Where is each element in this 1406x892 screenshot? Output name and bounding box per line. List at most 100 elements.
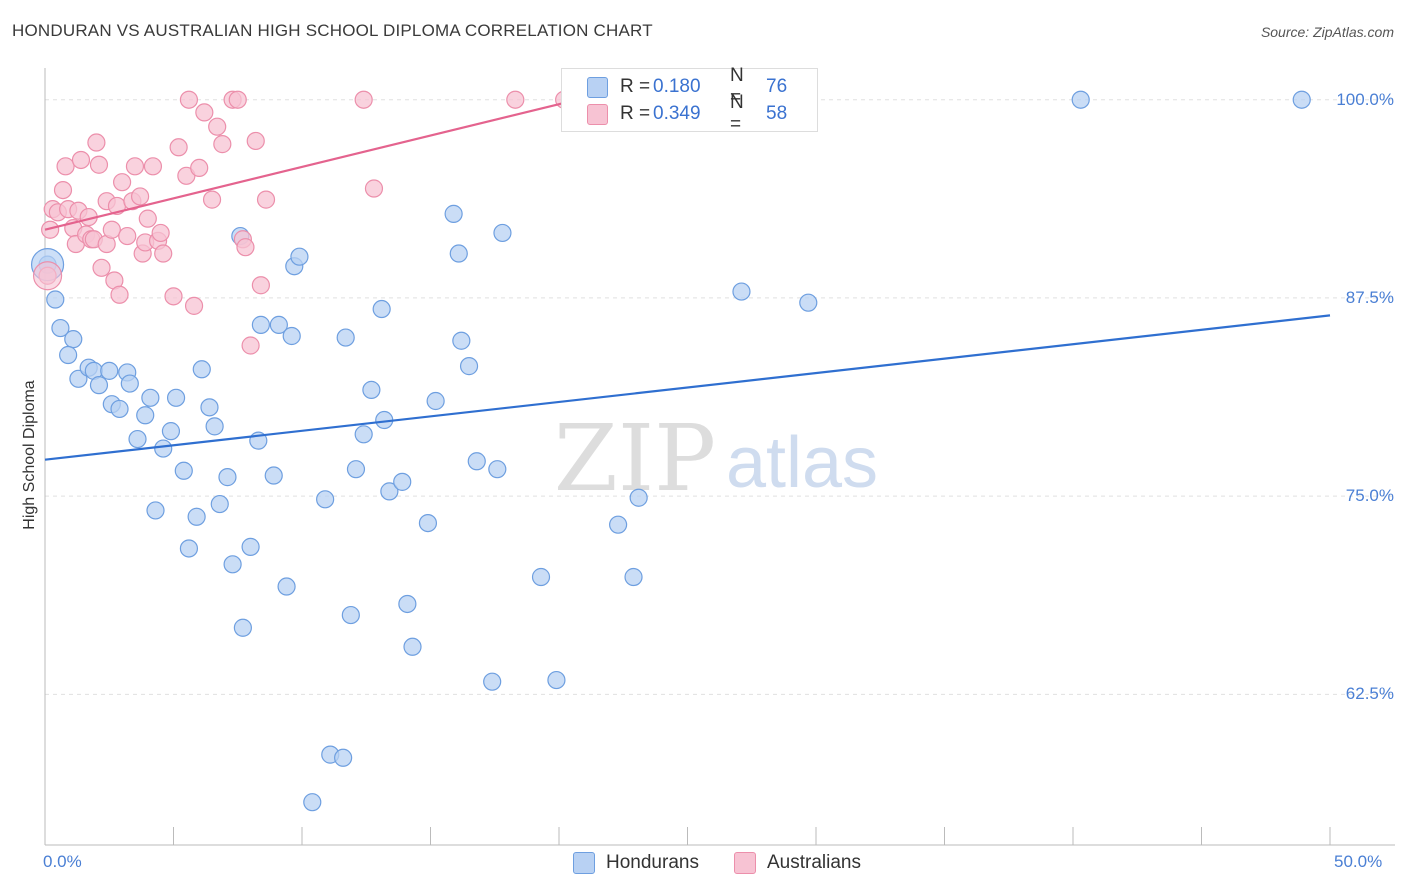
honduran-point	[46, 290, 65, 309]
honduran-point	[110, 399, 129, 419]
honduran-point	[316, 490, 335, 509]
y-tick-label: 75.0%	[1345, 486, 1394, 506]
honduran-point	[269, 315, 288, 334]
australian-point	[213, 135, 232, 154]
australian-trend-line	[44, 101, 565, 231]
australian-point	[151, 223, 170, 243]
honduran-point	[336, 328, 355, 347]
australian-point	[506, 90, 525, 109]
australian-point	[118, 226, 137, 246]
australian-point	[92, 258, 111, 277]
honduran-point	[89, 376, 109, 395]
australian-point	[208, 117, 227, 136]
australian-point-large	[32, 261, 63, 291]
honduran-point	[372, 299, 391, 319]
australian-point	[110, 285, 129, 304]
legend-r-value: 0.349	[653, 103, 701, 124]
watermark-atlas: atlas	[726, 423, 878, 503]
honduran-point	[398, 594, 417, 614]
legend-swatch-pink	[587, 104, 608, 125]
australian-point	[195, 103, 214, 122]
stats-legend: R = 0.180 N = 76 R = 0.349 N = 58	[561, 65, 818, 135]
honduran-point	[277, 577, 296, 596]
honduran-point	[241, 537, 260, 556]
x-tick-label-max: 50.0%	[1334, 852, 1383, 871]
legend-n-value: 76	[766, 76, 788, 97]
australian-point	[202, 190, 222, 209]
honduran-point	[251, 315, 270, 334]
honduran-point	[187, 507, 206, 526]
series-australians	[32, 90, 574, 355]
australian-point	[190, 158, 209, 177]
honduran-point	[218, 468, 237, 487]
honduran-point	[1071, 90, 1090, 109]
honduran-point	[624, 567, 643, 587]
legend-label-australians: Australians	[767, 852, 861, 873]
australian-point	[102, 220, 121, 239]
honduran-point	[354, 425, 373, 444]
honduran-point	[303, 793, 322, 812]
honduran-point	[161, 422, 181, 441]
australian-point	[179, 90, 199, 109]
legend-n-label: N =	[730, 92, 744, 135]
honduran-point	[100, 361, 119, 380]
legend-r-label: R =	[620, 76, 651, 97]
australian-point	[251, 276, 270, 295]
honduran-point	[205, 417, 224, 436]
honduran-point	[128, 429, 147, 449]
honduran-point	[362, 380, 381, 399]
australian-point	[71, 150, 91, 170]
honduran-point	[444, 204, 463, 223]
honduran-point	[449, 244, 468, 263]
honduran-point	[154, 439, 173, 458]
australian-point	[154, 244, 173, 263]
australian-point	[125, 157, 145, 176]
honduran-point	[179, 539, 199, 558]
honduran-point	[69, 369, 88, 388]
honduran-point	[609, 515, 628, 534]
honduran-point	[64, 330, 83, 349]
australian-point	[364, 179, 384, 198]
x-tick-label-min: 0.0%	[43, 852, 82, 871]
australian-point	[56, 157, 75, 176]
gridlines	[45, 99, 1395, 695]
australian-point	[246, 131, 265, 151]
honduran-point	[629, 488, 648, 507]
legend-n-value: 58	[766, 103, 788, 124]
zipatlas-watermark: ZIP atlas	[554, 405, 878, 512]
honduran-point	[282, 326, 301, 346]
honduran-point	[233, 618, 252, 637]
honduran-point	[141, 388, 160, 407]
honduran-point	[192, 360, 211, 379]
axes	[44, 68, 1395, 846]
honduran-point	[380, 482, 399, 501]
honduran-point	[346, 460, 366, 479]
honduran-point	[120, 374, 139, 393]
australian-point	[256, 190, 276, 209]
honduran-point	[1292, 90, 1311, 109]
y-tick-label: 100.0%	[1336, 89, 1394, 109]
honduran-point	[51, 318, 70, 338]
trend-lines	[44, 101, 1331, 461]
honduran-trend-line	[44, 314, 1331, 461]
australian-point	[164, 287, 183, 306]
honduran-point	[452, 331, 471, 350]
honduran-point	[799, 293, 818, 312]
honduran-point	[547, 670, 566, 690]
honduran-point	[223, 555, 242, 574]
legend-item-australians[interactable]: Australians	[734, 852, 861, 874]
legend-item-hondurans[interactable]: Hondurans	[573, 852, 699, 874]
honduran-point	[59, 345, 78, 365]
honduran-point	[467, 452, 486, 471]
honduran-point	[426, 391, 445, 411]
honduran-point	[334, 748, 353, 767]
honduran-point	[493, 223, 512, 243]
honduran-point	[488, 460, 507, 479]
legend-label-hondurans: Hondurans	[606, 852, 699, 873]
legend-r-value: 0.180	[653, 76, 701, 97]
honduran-point	[136, 406, 155, 425]
legend-r-label: R =	[620, 103, 651, 124]
australian-point	[354, 90, 373, 109]
honduran-point	[418, 513, 438, 533]
